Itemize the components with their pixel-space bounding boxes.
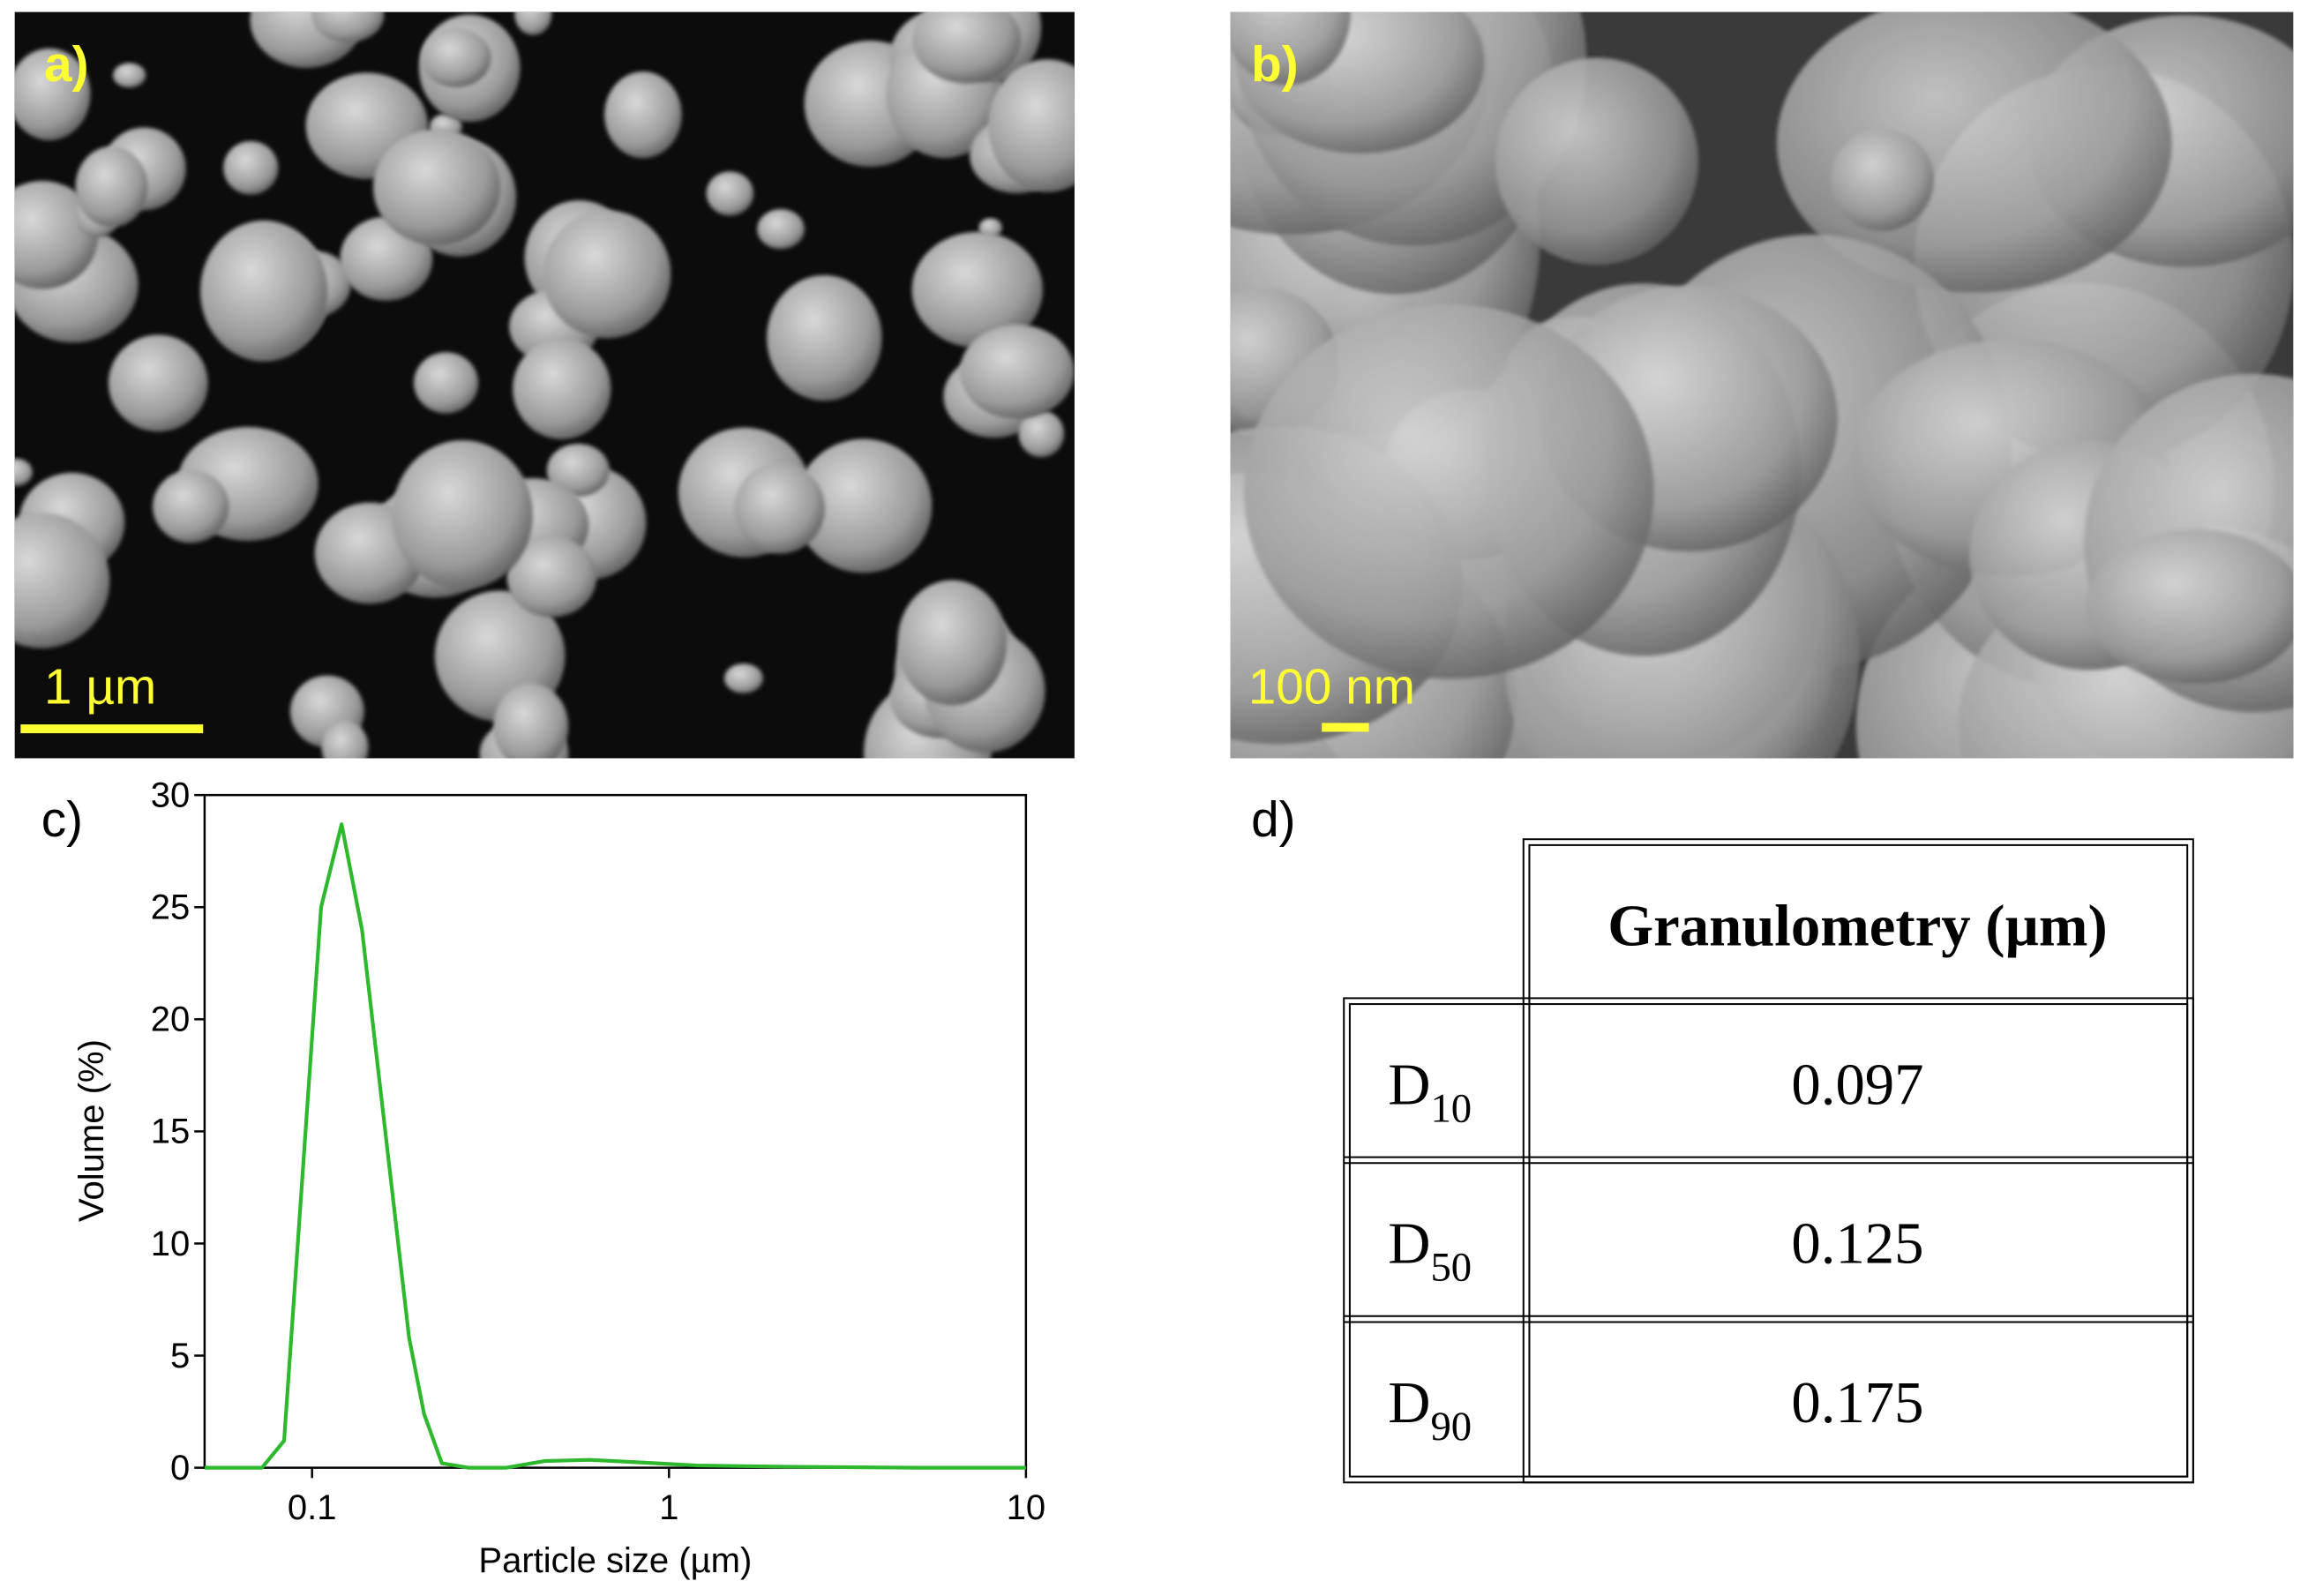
particle xyxy=(959,324,1075,419)
particle xyxy=(493,683,569,759)
x-tick-label: 10 xyxy=(1007,1488,1046,1527)
row-label: D90 xyxy=(1388,1371,1472,1450)
particles xyxy=(1230,11,2294,759)
panel-label: d) xyxy=(1251,792,1295,848)
scale-bar-label: 1 µm xyxy=(44,660,156,716)
row-label: D50 xyxy=(1388,1212,1472,1291)
table-border xyxy=(1343,997,2194,1484)
particle xyxy=(14,458,34,486)
table-value: 0.125 xyxy=(1791,1212,1923,1277)
row-label: D10 xyxy=(1388,1053,1472,1132)
row-label-main: D xyxy=(1388,1053,1430,1118)
particle xyxy=(757,208,805,250)
scale-bar xyxy=(20,724,204,734)
particle xyxy=(421,27,491,87)
particle xyxy=(546,444,610,497)
x-tick-label: 1 xyxy=(659,1488,678,1527)
y-tick-label: 0 xyxy=(170,1449,190,1487)
particle xyxy=(414,352,479,414)
particle xyxy=(311,11,385,42)
particle xyxy=(506,536,597,618)
particle xyxy=(14,513,110,648)
row-label-subscript: 90 xyxy=(1430,1404,1472,1450)
row-label-main: D xyxy=(1388,1212,1430,1277)
panel-label: b) xyxy=(1251,37,1299,93)
particle xyxy=(1831,128,1934,231)
particle xyxy=(372,129,501,246)
particle xyxy=(321,720,369,759)
particle xyxy=(1495,57,1698,266)
row-label-subscript: 10 xyxy=(1430,1086,1472,1132)
particle xyxy=(392,440,534,589)
particle xyxy=(987,59,1075,192)
particle xyxy=(911,11,1022,84)
particle xyxy=(153,469,229,543)
particle xyxy=(2086,529,2294,684)
scale-bar-label: 100 nm xyxy=(1248,660,1415,716)
particle xyxy=(767,274,882,401)
particle xyxy=(108,334,208,432)
particle xyxy=(897,580,1008,706)
y-tick-label: 20 xyxy=(151,1000,191,1039)
particle xyxy=(112,63,146,88)
y-tick-label: 30 xyxy=(151,776,191,815)
plot-frame xyxy=(203,793,1028,1469)
particle xyxy=(706,171,754,216)
chart: Particle size (µm) Volume (%) 0 5 10 15 20 25… xyxy=(72,776,1045,1581)
particle xyxy=(513,338,611,439)
particle xyxy=(604,71,682,159)
table-value: 0.175 xyxy=(1791,1371,1923,1435)
panel-label: c) xyxy=(41,792,83,848)
data-line xyxy=(204,822,1026,1470)
table-border xyxy=(1348,1003,2189,1478)
y-tick-label: 15 xyxy=(151,1113,191,1151)
x-axis-label: Particle size (µm) xyxy=(478,1541,752,1580)
panel-label: a) xyxy=(44,37,88,93)
particle xyxy=(543,210,671,339)
particle xyxy=(1230,11,1351,86)
particle xyxy=(734,462,825,554)
particles xyxy=(14,11,1075,759)
particle xyxy=(911,231,1044,348)
particle xyxy=(1243,304,1654,679)
row-label-main: D xyxy=(1388,1371,1430,1435)
y-tick-label: 25 xyxy=(151,888,191,927)
table xyxy=(1343,838,2194,1484)
y-tick-label: 5 xyxy=(170,1337,190,1375)
particle xyxy=(223,140,279,195)
particle xyxy=(1018,410,1065,458)
table-header: Granulometry (µm) xyxy=(1607,894,2107,958)
x-tick-label: 0.1 xyxy=(288,1488,337,1527)
particle xyxy=(75,146,148,228)
particle xyxy=(199,220,328,362)
scale-bar xyxy=(1322,723,1369,732)
table-value: 0.097 xyxy=(1791,1053,1923,1118)
y-axis-label: Volume (%) xyxy=(72,1039,111,1222)
particle xyxy=(514,11,552,35)
particle xyxy=(723,663,764,693)
particle xyxy=(795,438,933,573)
y-tick-label: 10 xyxy=(151,1225,191,1263)
particle xyxy=(14,48,91,140)
row-label-subscript: 50 xyxy=(1430,1245,1472,1291)
